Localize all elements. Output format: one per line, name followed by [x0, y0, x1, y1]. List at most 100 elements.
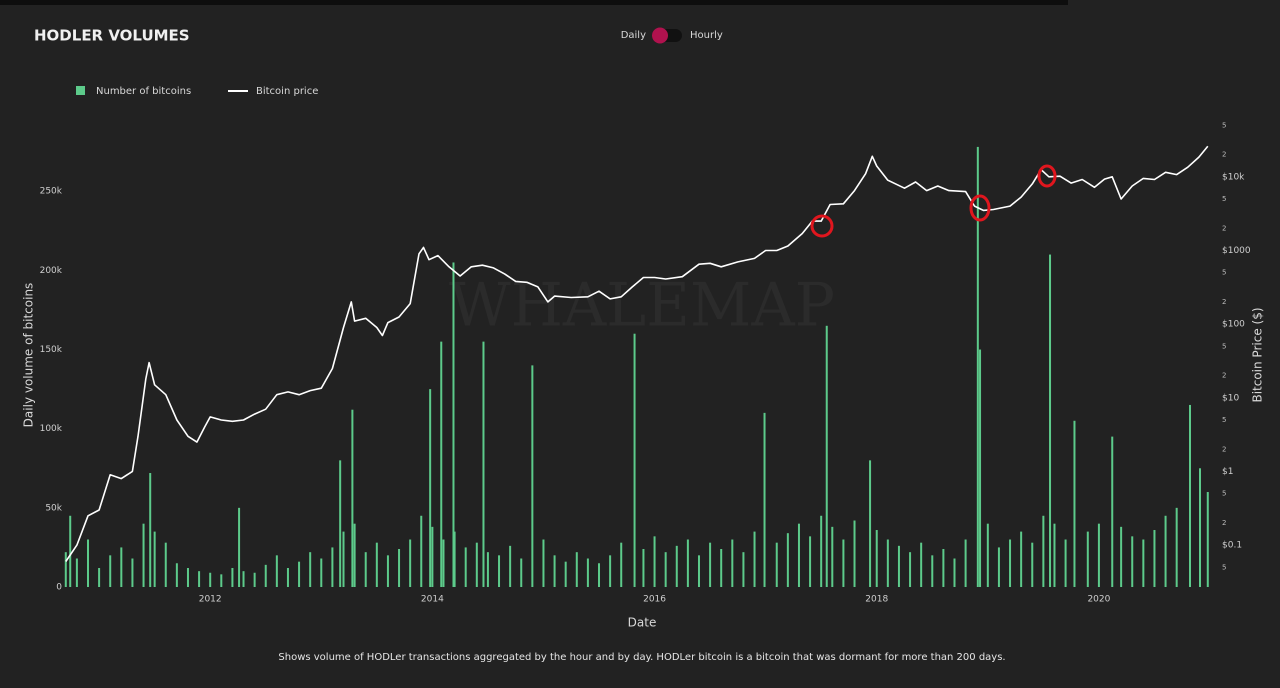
- bar: [909, 552, 912, 587]
- toggle-option[interactable]: Hourly: [690, 30, 723, 41]
- y-tick-label: 100k: [40, 424, 63, 434]
- y2-tick-label: 2: [1222, 298, 1226, 306]
- y2-axis-label: Bitcoin Price ($): [1251, 307, 1265, 402]
- bar: [720, 549, 723, 587]
- bar: [942, 549, 945, 587]
- watermark: WHALEMAP: [449, 271, 835, 341]
- legend-label: Number of bitcoins: [96, 86, 191, 97]
- bar: [1164, 515, 1167, 587]
- bar: [482, 341, 485, 587]
- bar: [153, 531, 156, 587]
- bar: [1153, 530, 1156, 587]
- bar: [979, 349, 982, 587]
- bar: [409, 539, 412, 587]
- bar: [598, 563, 601, 587]
- price-line: [65, 145, 1209, 562]
- bar: [731, 539, 734, 587]
- bar: [86, 539, 89, 587]
- title: HODLER VOLUMES: [34, 27, 190, 45]
- bar: [897, 545, 900, 587]
- y2-tick-label: 5: [1222, 269, 1226, 277]
- bar: [697, 555, 700, 587]
- bar: [109, 555, 112, 587]
- bar: [753, 531, 756, 587]
- bar: [429, 389, 432, 587]
- y2-tick-label: 5: [1222, 563, 1226, 571]
- annotations: [810, 164, 1057, 238]
- bar: [831, 526, 834, 587]
- bar: [686, 539, 689, 587]
- bar: [69, 515, 72, 587]
- bar: [620, 542, 623, 587]
- bar: [131, 558, 134, 587]
- y2-tick-label: $1000: [1222, 246, 1251, 256]
- bar: [633, 333, 636, 587]
- bar: [242, 571, 245, 587]
- bar: [920, 542, 923, 587]
- bar: [164, 542, 167, 587]
- bar: [1086, 531, 1089, 587]
- bar: [253, 572, 256, 587]
- top-bar: [0, 0, 1068, 5]
- bar: [442, 539, 445, 587]
- bar: [797, 523, 800, 587]
- x-tick-label: 2018: [865, 595, 888, 605]
- bar: [1053, 523, 1056, 587]
- plot: 0 50k 100k 150k 200k 250k 5 $0.1 2 5 $1 2 5 $10 2 5 $100…: [40, 121, 1251, 604]
- y2-tick-label: $100: [1222, 320, 1245, 330]
- bar: [1189, 404, 1192, 587]
- y2-tick-label: 2: [1222, 372, 1226, 380]
- bar: [286, 568, 289, 587]
- bar: [320, 558, 323, 587]
- bar: [175, 563, 178, 587]
- bar: [342, 531, 345, 587]
- x-tick-label: 2014: [421, 595, 444, 605]
- toggle-knob[interactable]: [652, 27, 668, 44]
- bar: [64, 552, 67, 587]
- y2-tick-label: 5: [1222, 342, 1226, 350]
- highlight-circle: [969, 194, 991, 222]
- bar: [786, 533, 789, 587]
- x-tick-label: 2016: [643, 595, 666, 605]
- bar: [964, 539, 967, 587]
- bar: [820, 515, 823, 587]
- bar: [931, 555, 934, 587]
- bar: [1199, 468, 1202, 587]
- bar: [398, 549, 401, 587]
- footnote: Shows volume of HODLer transactions aggr…: [278, 652, 1005, 663]
- bar: [364, 552, 367, 587]
- bar: [886, 539, 889, 587]
- bar: [309, 552, 312, 587]
- bar: [431, 526, 434, 587]
- y2-tick-label: 5: [1222, 416, 1226, 424]
- bar: [1206, 492, 1209, 587]
- y-tick-label: 200k: [40, 266, 63, 276]
- bar: [75, 558, 78, 587]
- bar: [853, 520, 856, 587]
- y2-tick-label: 5: [1222, 121, 1226, 129]
- bar: [375, 542, 378, 587]
- bar: [464, 547, 467, 587]
- bar: [1111, 436, 1114, 587]
- highlight-circle: [1037, 164, 1057, 188]
- bar: [142, 523, 145, 587]
- y2-tick-label: $0.1: [1222, 541, 1242, 551]
- bar: [842, 539, 845, 587]
- legend-item: Bitcoin price: [228, 86, 318, 97]
- bar: [98, 568, 101, 587]
- bar: [475, 542, 478, 587]
- bar: [642, 549, 645, 587]
- bar: [1020, 531, 1023, 587]
- bar: [675, 545, 678, 587]
- bar: [186, 568, 189, 587]
- bar: [1120, 526, 1123, 587]
- bar: [1175, 507, 1178, 587]
- bar: [986, 523, 989, 587]
- y2-tick-label: 2: [1222, 151, 1226, 159]
- toggle[interactable]: Daily Hourly: [621, 27, 723, 44]
- toggle-option[interactable]: Daily: [621, 30, 646, 41]
- bar: [1031, 542, 1034, 587]
- bar: [875, 530, 878, 587]
- bar: [353, 523, 356, 587]
